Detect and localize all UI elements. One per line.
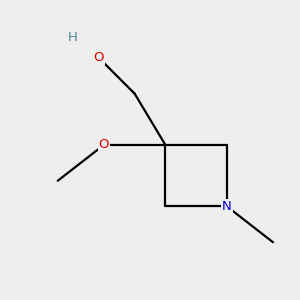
Text: H: H (68, 31, 78, 44)
Text: N: N (222, 200, 232, 213)
Text: O: O (94, 51, 104, 64)
Text: O: O (99, 138, 109, 152)
